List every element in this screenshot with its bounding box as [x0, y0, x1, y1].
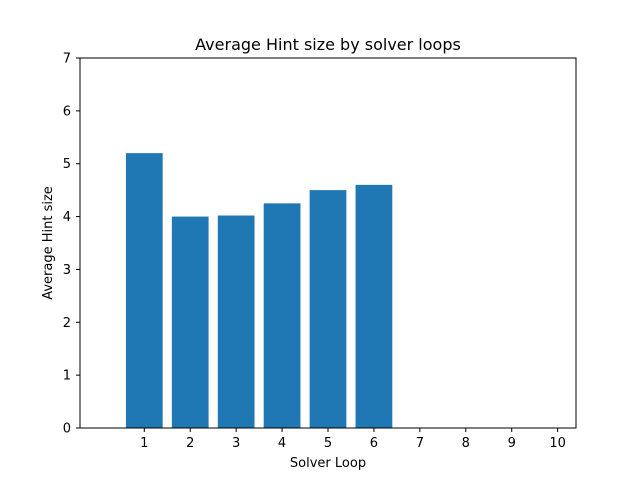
y-tick-label: 7 — [63, 52, 71, 67]
bar-5 — [309, 190, 347, 428]
bar-6 — [355, 184, 393, 428]
y-tick-label: 6 — [63, 104, 71, 119]
x-tick-label: 4 — [278, 436, 286, 451]
y-axis-label: Average Hint size — [41, 186, 56, 300]
x-tick-label: 1 — [140, 436, 148, 451]
y-tick-label: 5 — [63, 157, 71, 172]
x-tick-label: 6 — [370, 436, 378, 451]
x-tick-label: 2 — [186, 436, 194, 451]
y-tick-label: 1 — [63, 369, 71, 384]
x-tick-label: 3 — [232, 436, 240, 451]
x-tick-label: 9 — [508, 436, 516, 451]
y-tick-label: 0 — [63, 422, 71, 437]
plot-frame — [79, 57, 577, 429]
bar-3 — [217, 215, 255, 428]
x-tick-label: 10 — [549, 436, 566, 451]
y-tick-label: 2 — [63, 316, 71, 331]
bar-4 — [263, 203, 301, 428]
x-tick-label: 7 — [416, 436, 424, 451]
y-axis-ticks: 0 1 2 3 4 5 6 7 — [63, 52, 80, 437]
y-tick-label: 4 — [63, 210, 71, 225]
bar-2 — [171, 216, 209, 428]
x-tick-label: 5 — [324, 436, 332, 451]
chart-title: Average Hint size by solver loops — [195, 35, 461, 54]
bar-1 — [125, 153, 163, 428]
x-axis-ticks: 1 2 3 4 5 6 7 8 9 10 — [140, 428, 566, 451]
x-axis-label: Solver Loop — [290, 456, 366, 471]
bars-group — [125, 153, 393, 428]
y-tick-label: 3 — [63, 263, 71, 278]
x-tick-label: 8 — [462, 436, 470, 451]
